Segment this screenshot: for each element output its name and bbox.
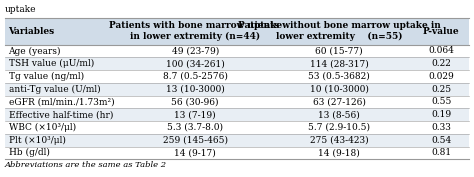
Text: 0.25: 0.25 (431, 85, 451, 94)
Bar (413, 134, 469, 147)
Bar (265, 147, 413, 159)
Text: 13 (8-56): 13 (8-56) (319, 110, 360, 119)
Text: 0.064: 0.064 (428, 47, 454, 55)
Text: anti-Tg value (U/ml): anti-Tg value (U/ml) (9, 85, 100, 94)
Text: TSH value (μU/ml): TSH value (μU/ml) (9, 59, 94, 68)
Bar (5, 45, 126, 57)
Text: Abbreviations are the same as Table 2: Abbreviations are the same as Table 2 (5, 161, 167, 169)
Bar (126, 147, 265, 159)
Text: 14 (9-17): 14 (9-17) (174, 149, 216, 157)
Text: Variables: Variables (9, 27, 55, 36)
Text: 5.3 (3.7-8.0): 5.3 (3.7-8.0) (167, 123, 223, 132)
Bar (265, 45, 413, 57)
Bar (126, 96, 265, 108)
Text: 114 (28-317): 114 (28-317) (310, 59, 369, 68)
Bar (265, 134, 413, 147)
Text: 8.7 (0.5-2576): 8.7 (0.5-2576) (163, 72, 228, 81)
Bar (126, 108, 265, 121)
Text: eGFR (ml/min./1.73m²): eGFR (ml/min./1.73m²) (9, 98, 114, 106)
Text: 49 (23-79): 49 (23-79) (172, 47, 219, 55)
Text: 5.7 (2.9-10.5): 5.7 (2.9-10.5) (308, 123, 370, 132)
Bar (5, 121, 126, 134)
Text: 13 (7-19): 13 (7-19) (174, 110, 216, 119)
Text: WBC (×10³/μl): WBC (×10³/μl) (9, 123, 76, 132)
Bar (265, 18, 413, 45)
Text: 0.55: 0.55 (431, 98, 452, 106)
Bar (265, 83, 413, 96)
Text: uptake: uptake (5, 5, 36, 14)
Bar (413, 45, 469, 57)
Text: 0.029: 0.029 (428, 72, 454, 81)
Text: 10 (10-3000): 10 (10-3000) (310, 85, 369, 94)
Bar (126, 45, 265, 57)
Text: Patients without bone marrow uptake in
lower extremity    (n=55): Patients without bone marrow uptake in l… (238, 21, 440, 41)
Bar (5, 96, 126, 108)
Bar (265, 121, 413, 134)
Text: Age (years): Age (years) (9, 46, 61, 56)
Bar (126, 121, 265, 134)
Bar (265, 96, 413, 108)
Text: 13 (10-3000): 13 (10-3000) (166, 85, 225, 94)
Bar (5, 83, 126, 96)
Bar (126, 83, 265, 96)
Bar (413, 96, 469, 108)
Bar (126, 18, 265, 45)
Text: Hb (g/dl): Hb (g/dl) (9, 148, 49, 158)
Bar (413, 108, 469, 121)
Bar (5, 57, 126, 70)
Bar (413, 121, 469, 134)
Bar (413, 18, 469, 45)
Bar (5, 70, 126, 83)
Bar (265, 70, 413, 83)
Text: 259 (145-465): 259 (145-465) (163, 136, 228, 145)
Bar (5, 108, 126, 121)
Text: 100 (34-261): 100 (34-261) (166, 59, 225, 68)
Bar (265, 108, 413, 121)
Bar (413, 83, 469, 96)
Text: Effective half-time (hr): Effective half-time (hr) (9, 110, 113, 119)
Text: 275 (43-423): 275 (43-423) (310, 136, 368, 145)
Text: 14 (9-18): 14 (9-18) (319, 149, 360, 157)
Text: 0.19: 0.19 (431, 110, 451, 119)
Text: 53 (0.5-3682): 53 (0.5-3682) (308, 72, 370, 81)
Bar (265, 57, 413, 70)
Text: P-value: P-value (423, 27, 460, 36)
Text: 63 (27-126): 63 (27-126) (313, 98, 365, 106)
Bar (413, 70, 469, 83)
Bar (5, 18, 126, 45)
Bar (126, 134, 265, 147)
Text: Tg value (ng/ml): Tg value (ng/ml) (9, 72, 83, 81)
Bar (413, 147, 469, 159)
Text: 0.54: 0.54 (431, 136, 452, 145)
Text: 0.33: 0.33 (431, 123, 451, 132)
Text: 56 (30-96): 56 (30-96) (172, 98, 219, 106)
Text: 60 (15-77): 60 (15-77) (315, 47, 363, 55)
Text: Plt (×10³/μl): Plt (×10³/μl) (9, 136, 65, 145)
Text: 0.22: 0.22 (431, 59, 451, 68)
Text: Patients with bone marrow uptake
in lower extremity (n=44): Patients with bone marrow uptake in lowe… (109, 21, 282, 41)
Bar (5, 147, 126, 159)
Bar (126, 57, 265, 70)
Bar (126, 70, 265, 83)
Bar (5, 134, 126, 147)
Bar (413, 57, 469, 70)
Text: 0.81: 0.81 (431, 149, 451, 157)
